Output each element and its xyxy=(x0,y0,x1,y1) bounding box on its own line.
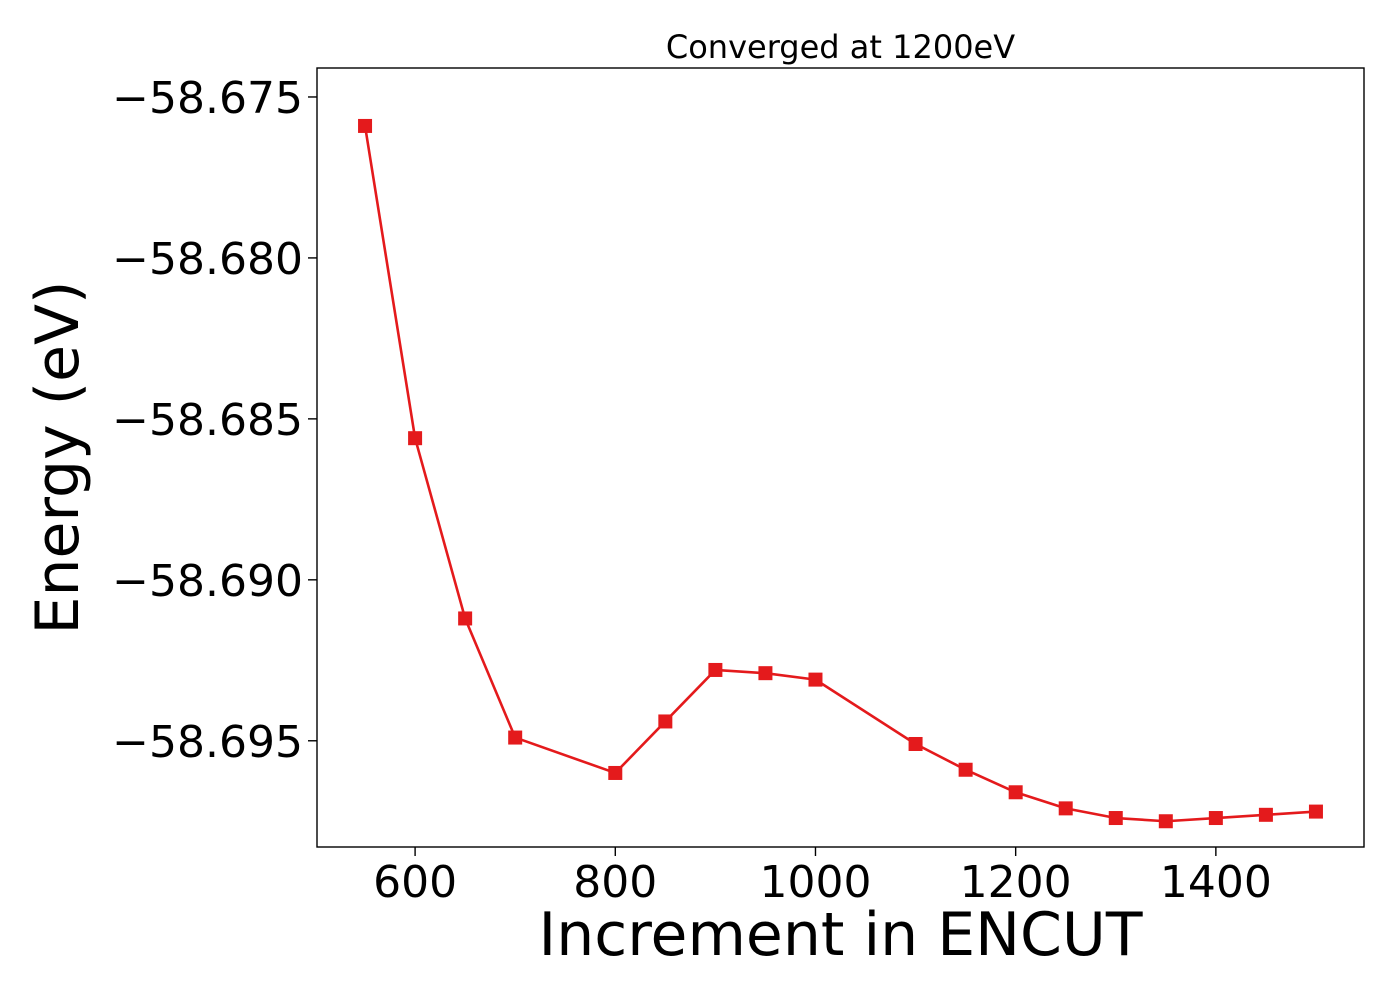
x-tick-label: 1200 xyxy=(960,857,1072,908)
data-point-marker xyxy=(1158,814,1173,829)
x-axis-ticks: 600 800 1000 1200 1400 xyxy=(373,847,1272,908)
data-point-marker xyxy=(358,118,373,133)
data-point-marker xyxy=(758,666,773,681)
data-point-marker xyxy=(708,662,723,677)
data-point-marker xyxy=(608,765,623,780)
data-point-marker xyxy=(458,611,473,626)
x-tick-label: 1000 xyxy=(759,857,871,908)
y-tick-label: −58.675 xyxy=(112,73,303,124)
data-point-marker xyxy=(958,762,973,777)
data-point-marker xyxy=(908,736,923,751)
y-axis-ticks: −58.675 −58.680 −58.685 −58.690 −58.695 xyxy=(112,73,317,768)
data-point-marker xyxy=(508,730,523,745)
y-tick-label: −58.695 xyxy=(112,717,303,768)
x-tick-label: 600 xyxy=(373,857,457,908)
series-line xyxy=(363,125,1317,823)
y-axis-label: Energy (eV) xyxy=(23,281,93,635)
data-point-marker xyxy=(1108,811,1123,826)
x-axis-label: Increment in ENCUT xyxy=(539,900,1143,970)
y-tick-label: −58.690 xyxy=(112,556,303,607)
data-point-marker xyxy=(1058,801,1073,816)
x-tick-label: 800 xyxy=(573,857,657,908)
series-layer xyxy=(358,118,1323,829)
chart-title: Converged at 1200eV xyxy=(666,28,1015,66)
data-point-marker xyxy=(408,431,423,446)
x-tick-label: 1400 xyxy=(1160,857,1272,908)
plot-frame xyxy=(316,67,1365,848)
data-point-marker xyxy=(1308,804,1323,819)
data-point-marker xyxy=(1208,811,1223,826)
data-point-marker xyxy=(658,714,673,729)
data-point-marker xyxy=(1258,807,1273,822)
y-tick-label: −58.685 xyxy=(112,395,303,446)
y-tick-label: −58.680 xyxy=(112,234,303,285)
data-point-marker xyxy=(1008,785,1023,800)
data-point-marker xyxy=(808,672,823,687)
